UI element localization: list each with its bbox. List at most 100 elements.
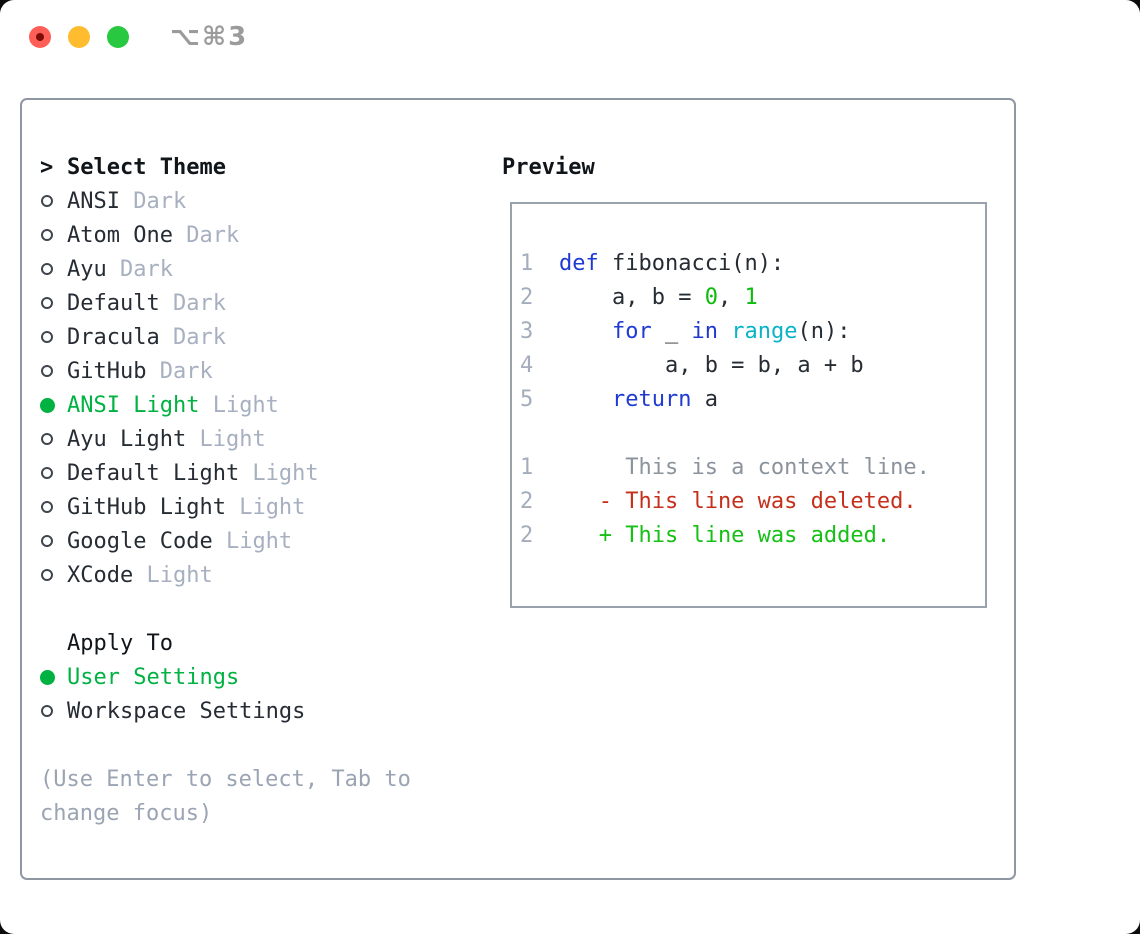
focus-caret-icon: > bbox=[40, 154, 54, 180]
preview-code-line bbox=[520, 421, 985, 455]
radio-unselected-icon bbox=[40, 229, 67, 241]
theme-variant-badge: Light bbox=[239, 460, 319, 486]
radio-unselected-icon bbox=[40, 501, 67, 513]
zoom-button[interactable] bbox=[107, 26, 129, 48]
theme-option-default-light[interactable]: Default Light Light bbox=[40, 456, 411, 490]
theme-variant-badge: Dark bbox=[159, 290, 226, 316]
theme-option-label: Ayu Light bbox=[67, 426, 187, 452]
code-token-builtin: range bbox=[731, 319, 798, 344]
code-token-keyword: return bbox=[611, 387, 692, 412]
minimize-button[interactable] bbox=[68, 26, 90, 48]
radio-unselected-icon bbox=[40, 569, 67, 581]
line-number: 2 bbox=[520, 489, 534, 514]
theme-option-dracula[interactable]: Dracula Dark bbox=[40, 320, 411, 354]
radio-unselected-icon bbox=[40, 365, 67, 377]
apply-option-user-settings[interactable]: User Settings bbox=[40, 660, 411, 694]
apply-option-workspace-settings[interactable]: Workspace Settings bbox=[40, 694, 411, 728]
theme-variant-badge: Light bbox=[199, 392, 279, 418]
apply-option-label: Workspace Settings bbox=[67, 698, 306, 724]
code-token-plain: a bbox=[691, 387, 718, 412]
theme-option-label: Dracula bbox=[67, 324, 160, 350]
code-token-plain bbox=[559, 319, 612, 353]
preview-header: Preview bbox=[502, 150, 595, 184]
spacer bbox=[40, 728, 411, 762]
radio-unselected-icon bbox=[40, 263, 67, 275]
line-number: 2 bbox=[520, 523, 534, 548]
code-token-plain bbox=[559, 387, 612, 421]
preview-title: Preview bbox=[502, 154, 595, 180]
theme-option-ayu-light[interactable]: Ayu Light Light bbox=[40, 422, 411, 456]
code-token-keyword: def bbox=[559, 251, 599, 276]
theme-option-atom-one[interactable]: Atom One Dark bbox=[40, 218, 411, 252]
radio-unselected-icon bbox=[40, 331, 67, 343]
radio-selected-icon bbox=[40, 397, 67, 413]
theme-variant-badge: Dark bbox=[172, 222, 240, 248]
close-button[interactable] bbox=[29, 26, 51, 48]
code-token-keyword: for bbox=[611, 319, 652, 344]
theme-variant-badge: Dark bbox=[146, 358, 213, 384]
radio-unselected-icon bbox=[40, 297, 67, 309]
titlebar: ⌥⌘3 bbox=[0, 0, 1140, 98]
apply-to-title: Apply To bbox=[67, 630, 173, 656]
code-token-plain: a, b = b, a + b bbox=[559, 353, 864, 378]
code-token-plain: _ bbox=[651, 319, 692, 344]
theme-option-label: GitHub Light bbox=[67, 494, 226, 520]
preview-code-line: 1 def fibonacci(n): bbox=[520, 251, 985, 285]
preview-code-line: 1 This is a context line. bbox=[520, 455, 985, 489]
line-number: 2 bbox=[520, 285, 534, 310]
code-token-number: 0 bbox=[704, 285, 718, 310]
theme-option-ansi-light[interactable]: ANSI Light Light bbox=[40, 388, 411, 422]
spacer bbox=[40, 592, 411, 626]
theme-option-ayu[interactable]: Ayu Dark bbox=[40, 252, 411, 286]
theme-variant-badge: Light bbox=[212, 528, 293, 554]
theme-option-label: Google Code bbox=[67, 528, 213, 554]
theme-option-github-light[interactable]: GitHub Light Light bbox=[40, 490, 411, 524]
code-token-added: + This line was added. bbox=[559, 523, 891, 548]
preview-code-line: 5 return a bbox=[520, 387, 985, 421]
line-number: 1 bbox=[520, 251, 534, 276]
radio-unselected-icon bbox=[40, 535, 67, 547]
code-token-keyword: in bbox=[691, 319, 718, 344]
line-number: 5 bbox=[520, 387, 534, 412]
theme-option-label: GitHub bbox=[67, 358, 147, 384]
theme-option-xcode[interactable]: XCode Light bbox=[40, 558, 411, 592]
theme-option-label: Atom One bbox=[67, 222, 173, 248]
theme-option-google-code[interactable]: Google Code Light bbox=[40, 524, 411, 558]
help-text: (Use Enter to select, Tab to change focus… bbox=[40, 762, 411, 830]
line-number: 3 bbox=[520, 319, 534, 344]
apply-option-label: User Settings bbox=[67, 664, 240, 690]
theme-variant-badge: Dark bbox=[119, 188, 187, 214]
theme-picker-panel: > Select Theme ANSI Dark Atom One Dark Ayu… bbox=[20, 98, 1016, 880]
select-theme-title: Select Theme bbox=[67, 154, 226, 180]
preview-code-line: 2 - This line was deleted. bbox=[520, 489, 985, 523]
theme-variant-badge: Light bbox=[133, 562, 213, 588]
help-text-line: change focus) bbox=[40, 800, 213, 826]
theme-option-default[interactable]: Default Dark bbox=[40, 286, 411, 320]
theme-option-label: ANSI Light bbox=[67, 392, 200, 418]
theme-variant-badge: Light bbox=[186, 426, 266, 452]
code-token-plain: fibonacci(n): bbox=[598, 251, 785, 276]
code-token-plain bbox=[718, 319, 731, 353]
radio-unselected-icon bbox=[40, 467, 67, 479]
code-token-context: This is a context line. bbox=[559, 455, 930, 480]
theme-option-ansi[interactable]: ANSI Dark bbox=[40, 184, 411, 218]
theme-option-label: XCode bbox=[67, 562, 134, 588]
line-number: 1 bbox=[520, 455, 534, 480]
window-title: ⌥⌘3 bbox=[170, 22, 249, 52]
theme-option-label: Default Light bbox=[67, 460, 240, 486]
code-token-deleted: - This line was deleted. bbox=[559, 489, 917, 514]
theme-variant-badge: Dark bbox=[159, 324, 226, 350]
theme-option-label: ANSI bbox=[67, 188, 120, 214]
apply-to-header: Apply To bbox=[40, 626, 411, 660]
preview-code-line: 2 + This line was added. bbox=[520, 523, 985, 557]
code-token-plain: a, b = bbox=[559, 285, 705, 310]
line-number bbox=[520, 421, 533, 455]
theme-option-github[interactable]: GitHub Dark bbox=[40, 354, 411, 388]
theme-option-label: Default bbox=[67, 290, 160, 316]
theme-option-label: Ayu bbox=[67, 256, 107, 282]
code-token-number: 1 bbox=[744, 285, 758, 310]
apply-to-list: User Settings Workspace Settings bbox=[40, 660, 411, 728]
preview-code-line: 4 a, b = b, a + b bbox=[520, 353, 985, 387]
preview-code-line: 2 a, b = 0, 1 bbox=[520, 285, 985, 319]
